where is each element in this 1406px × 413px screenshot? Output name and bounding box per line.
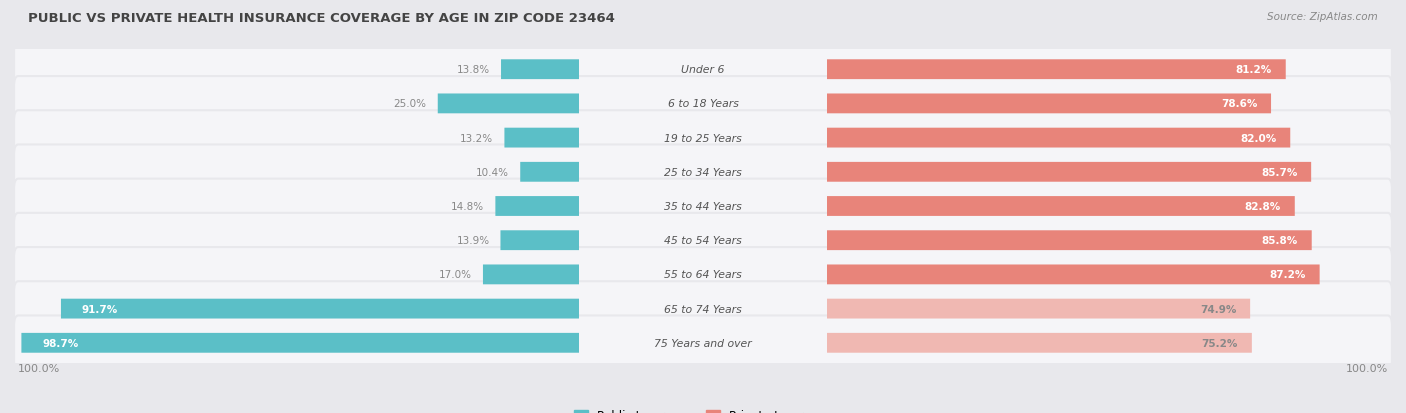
Text: 75 Years and over: 75 Years and over bbox=[654, 338, 752, 348]
Text: 65 to 74 Years: 65 to 74 Years bbox=[664, 304, 742, 314]
Text: 17.0%: 17.0% bbox=[439, 270, 472, 280]
Text: 25 to 34 Years: 25 to 34 Years bbox=[664, 167, 742, 177]
Text: 74.9%: 74.9% bbox=[1199, 304, 1236, 314]
Text: 91.7%: 91.7% bbox=[82, 304, 118, 314]
FancyBboxPatch shape bbox=[501, 60, 579, 80]
FancyBboxPatch shape bbox=[14, 282, 1392, 336]
Text: 45 to 54 Years: 45 to 54 Years bbox=[664, 236, 742, 246]
FancyBboxPatch shape bbox=[827, 265, 1320, 285]
FancyBboxPatch shape bbox=[495, 197, 579, 216]
FancyBboxPatch shape bbox=[14, 145, 1392, 199]
FancyBboxPatch shape bbox=[827, 197, 1295, 216]
Text: Source: ZipAtlas.com: Source: ZipAtlas.com bbox=[1267, 12, 1378, 22]
FancyBboxPatch shape bbox=[501, 231, 579, 251]
Text: 35 to 44 Years: 35 to 44 Years bbox=[664, 202, 742, 211]
FancyBboxPatch shape bbox=[827, 162, 1312, 182]
FancyBboxPatch shape bbox=[827, 60, 1285, 80]
Text: 100.0%: 100.0% bbox=[1346, 363, 1388, 373]
Text: 6 to 18 Years: 6 to 18 Years bbox=[668, 99, 738, 109]
Text: 25.0%: 25.0% bbox=[394, 99, 427, 109]
FancyBboxPatch shape bbox=[520, 162, 579, 182]
Text: 55 to 64 Years: 55 to 64 Years bbox=[664, 270, 742, 280]
FancyBboxPatch shape bbox=[14, 111, 1392, 166]
Text: 19 to 25 Years: 19 to 25 Years bbox=[664, 133, 742, 143]
Text: 75.2%: 75.2% bbox=[1202, 338, 1239, 348]
Legend: Public Insurance, Private Insurance: Public Insurance, Private Insurance bbox=[569, 404, 837, 413]
FancyBboxPatch shape bbox=[14, 247, 1392, 302]
FancyBboxPatch shape bbox=[827, 333, 1251, 353]
FancyBboxPatch shape bbox=[505, 128, 579, 148]
Text: 13.9%: 13.9% bbox=[457, 236, 489, 246]
FancyBboxPatch shape bbox=[827, 231, 1312, 251]
Text: 85.8%: 85.8% bbox=[1261, 236, 1298, 246]
FancyBboxPatch shape bbox=[827, 94, 1271, 114]
FancyBboxPatch shape bbox=[482, 265, 579, 285]
FancyBboxPatch shape bbox=[14, 43, 1392, 97]
Text: 100.0%: 100.0% bbox=[18, 363, 60, 373]
FancyBboxPatch shape bbox=[437, 94, 579, 114]
FancyBboxPatch shape bbox=[60, 299, 579, 319]
Text: 82.0%: 82.0% bbox=[1240, 133, 1277, 143]
Text: 13.8%: 13.8% bbox=[457, 65, 491, 75]
FancyBboxPatch shape bbox=[14, 77, 1392, 131]
Text: PUBLIC VS PRIVATE HEALTH INSURANCE COVERAGE BY AGE IN ZIP CODE 23464: PUBLIC VS PRIVATE HEALTH INSURANCE COVER… bbox=[28, 12, 614, 25]
Text: 98.7%: 98.7% bbox=[42, 338, 79, 348]
FancyBboxPatch shape bbox=[827, 299, 1250, 319]
FancyBboxPatch shape bbox=[14, 179, 1392, 234]
Text: Under 6: Under 6 bbox=[682, 65, 724, 75]
FancyBboxPatch shape bbox=[14, 214, 1392, 268]
FancyBboxPatch shape bbox=[827, 128, 1291, 148]
FancyBboxPatch shape bbox=[14, 316, 1392, 370]
Text: 85.7%: 85.7% bbox=[1261, 167, 1298, 177]
Text: 78.6%: 78.6% bbox=[1220, 99, 1257, 109]
Text: 82.8%: 82.8% bbox=[1244, 202, 1281, 211]
Text: 87.2%: 87.2% bbox=[1270, 270, 1306, 280]
Text: 13.2%: 13.2% bbox=[460, 133, 494, 143]
FancyBboxPatch shape bbox=[21, 333, 579, 353]
Text: 81.2%: 81.2% bbox=[1236, 65, 1272, 75]
Text: 10.4%: 10.4% bbox=[477, 167, 509, 177]
Text: 14.8%: 14.8% bbox=[451, 202, 484, 211]
